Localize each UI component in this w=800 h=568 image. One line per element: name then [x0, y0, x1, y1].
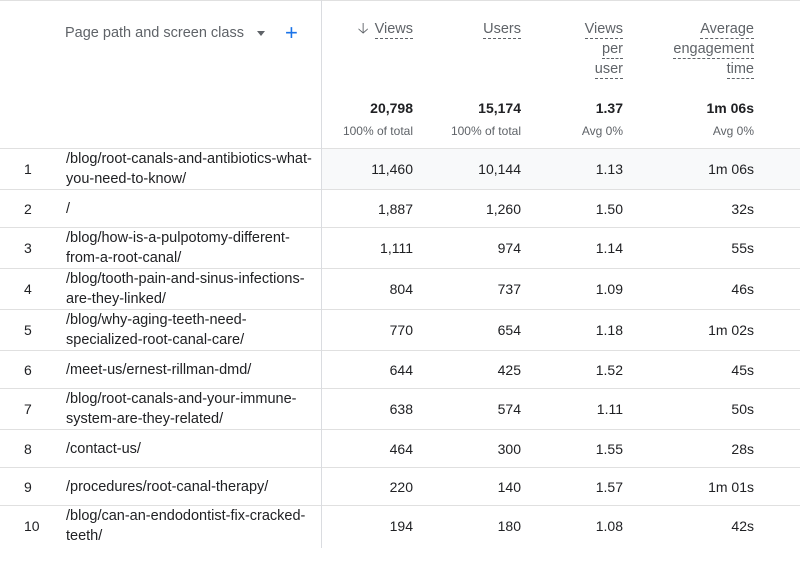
avg-engagement-value: 1m 01s	[708, 479, 754, 495]
views-per-user-value: 1.08	[595, 518, 623, 534]
users-value: 425	[497, 362, 521, 378]
avg-engagement-value: 1m 06s	[708, 161, 754, 177]
views-per-user-value: 1.50	[595, 201, 623, 217]
table-body: 1 /blog/root-canals-and-antibiotics-what…	[0, 148, 800, 546]
views-per-user-value: 1.09	[595, 281, 623, 297]
row-index: 1	[24, 161, 32, 177]
column-header-avg-engagement[interactable]: Average engagement time	[673, 21, 754, 79]
dimension-selector[interactable]: Page path and screen class +	[65, 20, 298, 45]
avg-engagement-value: 45s	[731, 362, 754, 378]
table-row[interactable]: 7 /blog/root-canals-and-your-immune-syst…	[0, 388, 800, 429]
column-header-users[interactable]: Users	[483, 21, 521, 39]
views-per-user-value: 1.18	[595, 322, 623, 338]
users-percent-total: 100% of total	[450, 124, 521, 138]
users-value: 654	[497, 322, 521, 338]
row-index: 4	[24, 281, 32, 297]
views-per-user-value: 1.13	[595, 161, 623, 177]
table-row[interactable]: 6 /meet-us/ernest-rillman-dmd/ 644 425 1…	[0, 350, 800, 388]
total-views: 20,798	[370, 100, 413, 116]
row-index: 6	[24, 362, 32, 378]
users-value: 1,260	[485, 201, 521, 217]
column-header-views-per-user[interactable]: Views per user	[584, 21, 623, 79]
column-header-views[interactable]: 🡣 Views	[357, 20, 413, 39]
row-index: 7	[24, 401, 32, 417]
table-row[interactable]: 8 /contact-us/ 464 300 1.55 28s	[0, 429, 800, 467]
avg-engagement-value: 55s	[731, 240, 754, 256]
views-value: 464	[389, 441, 413, 457]
views-per-user-value: 1.11	[596, 401, 623, 417]
users-value: 574	[497, 401, 521, 417]
avg-engagement-value: 1m 02s	[708, 322, 754, 338]
views-per-user-value: 1.57	[595, 479, 623, 495]
views-per-user-avg: Avg 0%	[581, 124, 623, 138]
users-value: 140	[497, 479, 521, 495]
page-path-link[interactable]: /	[66, 201, 71, 217]
table-row[interactable]: 10 /blog/can-an-endodontist-fix-cracked-…	[0, 505, 800, 546]
page-path-link[interactable]: /blog/root-canals-and-antibiotics-what-y…	[66, 151, 312, 187]
views-percent-total: 100% of total	[342, 124, 413, 138]
row-index: 10	[24, 518, 40, 534]
page-path-link[interactable]: /contact-us/	[66, 441, 141, 457]
users-value: 974	[497, 240, 521, 256]
views-value: 11,460	[371, 161, 413, 177]
plus-icon[interactable]: +	[284, 20, 298, 45]
users-value: 300	[497, 441, 521, 457]
avg-engagement-value: 28s	[731, 441, 754, 457]
arrow-down-icon: 🡣	[357, 20, 369, 37]
views-value: 220	[389, 479, 413, 495]
table-row[interactable]: 4 /blog/tooth-pain-and-sinus-infections-…	[0, 268, 800, 309]
users-value: 737	[497, 281, 521, 297]
views-value: 1,111	[380, 240, 413, 256]
views-per-user-value: 1.52	[595, 362, 623, 378]
page-path-link[interactable]: /blog/can-an-endodontist-fix-cracked-tee…	[66, 508, 306, 544]
row-index: 9	[24, 479, 32, 495]
page-path-link[interactable]: /blog/root-canals-and-your-immune-system…	[66, 391, 297, 427]
column-divider	[321, 0, 322, 548]
table-header: Page path and screen class + 🡣 Views User…	[0, 0, 800, 148]
avg-engagement-avg: Avg 0%	[712, 124, 754, 138]
table-row[interactable]: 3 /blog/how-is-a-pulpotomy-different-fro…	[0, 227, 800, 268]
users-value: 180	[497, 518, 521, 534]
row-index: 3	[24, 240, 32, 256]
views-value: 194	[389, 518, 413, 534]
avg-engagement-value: 50s	[731, 401, 754, 417]
views-value: 644	[389, 362, 413, 378]
avg-engagement-value: 42s	[731, 518, 754, 534]
users-value: 10,144	[478, 161, 521, 177]
page-path-link[interactable]: /blog/why-aging-teeth-need-specialized-r…	[66, 312, 247, 348]
views-per-user-value: 1.55	[595, 441, 623, 457]
dimension-label: Page path and screen class	[65, 25, 244, 41]
page-path-link[interactable]: /blog/tooth-pain-and-sinus-infections-ar…	[66, 271, 305, 307]
row-index: 2	[24, 201, 32, 217]
views-value: 1,887	[377, 201, 413, 217]
row-index: 8	[24, 441, 32, 457]
views-value: 770	[389, 322, 413, 338]
table-row[interactable]: 2 / 1,887 1,260 1.50 32s	[0, 189, 800, 227]
avg-engagement-value: 46s	[731, 281, 754, 297]
page-path-link[interactable]: /procedures/root-canal-therapy/	[66, 479, 269, 495]
total-users: 15,174	[478, 100, 521, 116]
total-avg-engagement: 1m 06s	[706, 100, 754, 116]
chevron-down-icon[interactable]	[256, 30, 265, 36]
page-path-link[interactable]: /blog/how-is-a-pulpotomy-different-from-…	[66, 230, 290, 266]
views-per-user-value: 1.14	[595, 240, 623, 256]
table-row[interactable]: 5 /blog/why-aging-teeth-need-specialized…	[0, 309, 800, 350]
avg-engagement-value: 32s	[731, 201, 754, 217]
table-row[interactable]: 1 /blog/root-canals-and-antibiotics-what…	[0, 148, 800, 189]
row-index: 5	[24, 322, 32, 338]
views-value: 638	[389, 401, 413, 417]
page-path-link[interactable]: /meet-us/ernest-rillman-dmd/	[66, 362, 252, 378]
table-row[interactable]: 9 /procedures/root-canal-therapy/ 220 14…	[0, 467, 800, 505]
views-value: 804	[389, 281, 413, 297]
total-views-per-user: 1.37	[595, 100, 623, 116]
